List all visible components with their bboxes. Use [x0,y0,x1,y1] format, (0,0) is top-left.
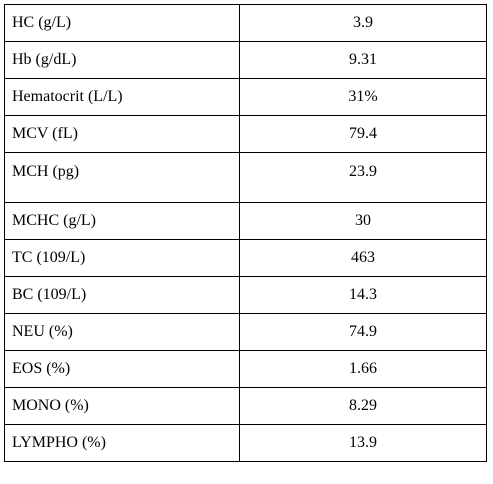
row-label: MCH (pg) [4,152,240,203]
table-row: NEU (%) 74.9 [4,313,487,351]
table-row: Hematocrit (L/L) 31% [4,78,487,116]
row-label: MCV (fL) [4,115,240,153]
table-row: EOS (%) 1.66 [4,350,487,388]
table-row: MONO (%) 8.29 [4,387,487,425]
row-label: HC (g/L) [4,4,240,42]
row-label: TC (109/L) [4,239,240,277]
table-row: TC (109/L) 463 [4,239,487,277]
row-value: 74.9 [239,313,487,351]
row-value: 8.29 [239,387,487,425]
row-value: 23.9 [239,152,487,203]
row-label: EOS (%) [4,350,240,388]
row-value: 3.9 [239,4,487,42]
table-row: MCH (pg) 23.9 [4,152,487,203]
row-label: MCHC (g/L) [4,202,240,240]
row-value: 79.4 [239,115,487,153]
row-value: 463 [239,239,487,277]
row-label: MONO (%) [4,387,240,425]
row-label: Hb (g/dL) [4,41,240,79]
table-row: MCHC (g/L) 30 [4,202,487,240]
row-value: 1.66 [239,350,487,388]
table-row: HC (g/L) 3.9 [4,4,487,42]
lab-results-table: HC (g/L) 3.9 Hb (g/dL) 9.31 Hematocrit (… [4,4,487,462]
row-label: BC (109/L) [4,276,240,314]
table-row: Hb (g/dL) 9.31 [4,41,487,79]
row-value: 30 [239,202,487,240]
table-row: BC (109/L) 14.3 [4,276,487,314]
row-label: NEU (%) [4,313,240,351]
row-value: 14.3 [239,276,487,314]
table-row: LYMPHO (%) 13.9 [4,424,487,462]
table-row: MCV (fL) 79.4 [4,115,487,153]
row-value: 31% [239,78,487,116]
row-label: Hematocrit (L/L) [4,78,240,116]
row-label: LYMPHO (%) [4,424,240,462]
row-value: 13.9 [239,424,487,462]
row-value: 9.31 [239,41,487,79]
